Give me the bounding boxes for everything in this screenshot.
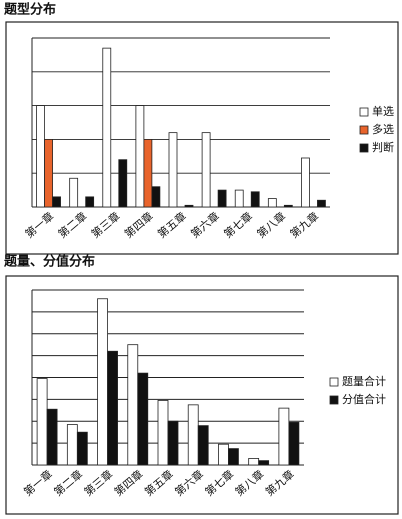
x-tick-label: 第九章 <box>262 467 296 499</box>
x-tick-label: 第四章 <box>111 467 145 499</box>
x-tick-label: 第四章 <box>121 209 155 241</box>
bar <box>184 204 194 208</box>
x-tick-label: 第七章 <box>221 209 255 241</box>
bar <box>97 298 108 466</box>
legend-swatch <box>359 143 369 153</box>
bar <box>151 186 161 208</box>
chart-title: 题量、分值分布 <box>4 254 95 270</box>
bar <box>267 198 277 208</box>
bar <box>168 132 178 208</box>
bar <box>127 344 139 466</box>
bar <box>85 196 95 208</box>
x-tick-label: 第一章 <box>21 467 55 499</box>
bar <box>234 189 244 208</box>
legend-swatch <box>359 107 369 117</box>
bar <box>44 138 53 208</box>
bar <box>46 408 58 466</box>
legend-label: 题量合计 <box>342 374 386 388</box>
bar <box>250 191 260 208</box>
bar <box>102 47 112 208</box>
bar <box>228 448 239 466</box>
chart-frame <box>5 275 399 515</box>
bar <box>201 132 211 208</box>
legend-swatch <box>359 125 369 135</box>
bar <box>76 431 88 466</box>
bar <box>118 159 128 208</box>
x-tick-label: 第二章 <box>55 209 89 241</box>
bar <box>66 424 78 466</box>
x-tick-label: 第五章 <box>142 467 176 499</box>
x-tick-label: 第五章 <box>155 209 189 241</box>
bar <box>217 189 227 208</box>
chart-title: 题型分布 <box>4 2 56 18</box>
bar <box>137 372 149 466</box>
legend-label: 判断 <box>372 140 394 154</box>
bar <box>288 421 300 466</box>
bar <box>36 105 45 208</box>
bar <box>107 350 118 466</box>
bar <box>143 138 153 208</box>
bar <box>36 378 48 466</box>
chart-frame <box>5 21 399 255</box>
x-tick-label: 第六章 <box>172 467 206 499</box>
x-tick-label: 第二章 <box>51 467 85 499</box>
x-tick-label: 第八章 <box>232 467 266 499</box>
bar <box>278 407 290 466</box>
bar <box>283 204 293 208</box>
bar <box>69 177 79 208</box>
x-tick-label: 第三章 <box>81 467 115 499</box>
legend-swatch <box>329 377 339 387</box>
bar <box>301 157 310 208</box>
bar <box>218 443 229 466</box>
x-tick-label: 第七章 <box>202 467 236 499</box>
bar <box>157 400 169 466</box>
x-tick-label: 第八章 <box>254 209 288 241</box>
legend-label: 单选 <box>372 105 394 118</box>
bar <box>248 458 260 466</box>
legend-label: 多选 <box>372 122 394 136</box>
bar <box>52 196 61 208</box>
bar <box>167 420 179 466</box>
x-tick-label: 第一章 <box>22 209 56 241</box>
legend-label: 分值合计 <box>342 392 386 406</box>
x-tick-label: 第九章 <box>287 209 321 241</box>
bar <box>135 105 145 208</box>
bar <box>187 404 199 466</box>
bar <box>317 199 326 208</box>
bar <box>258 460 270 466</box>
x-tick-label: 第六章 <box>188 209 222 241</box>
x-tick-label: 第三章 <box>88 209 122 241</box>
bar <box>197 425 209 466</box>
legend-swatch <box>329 395 339 405</box>
